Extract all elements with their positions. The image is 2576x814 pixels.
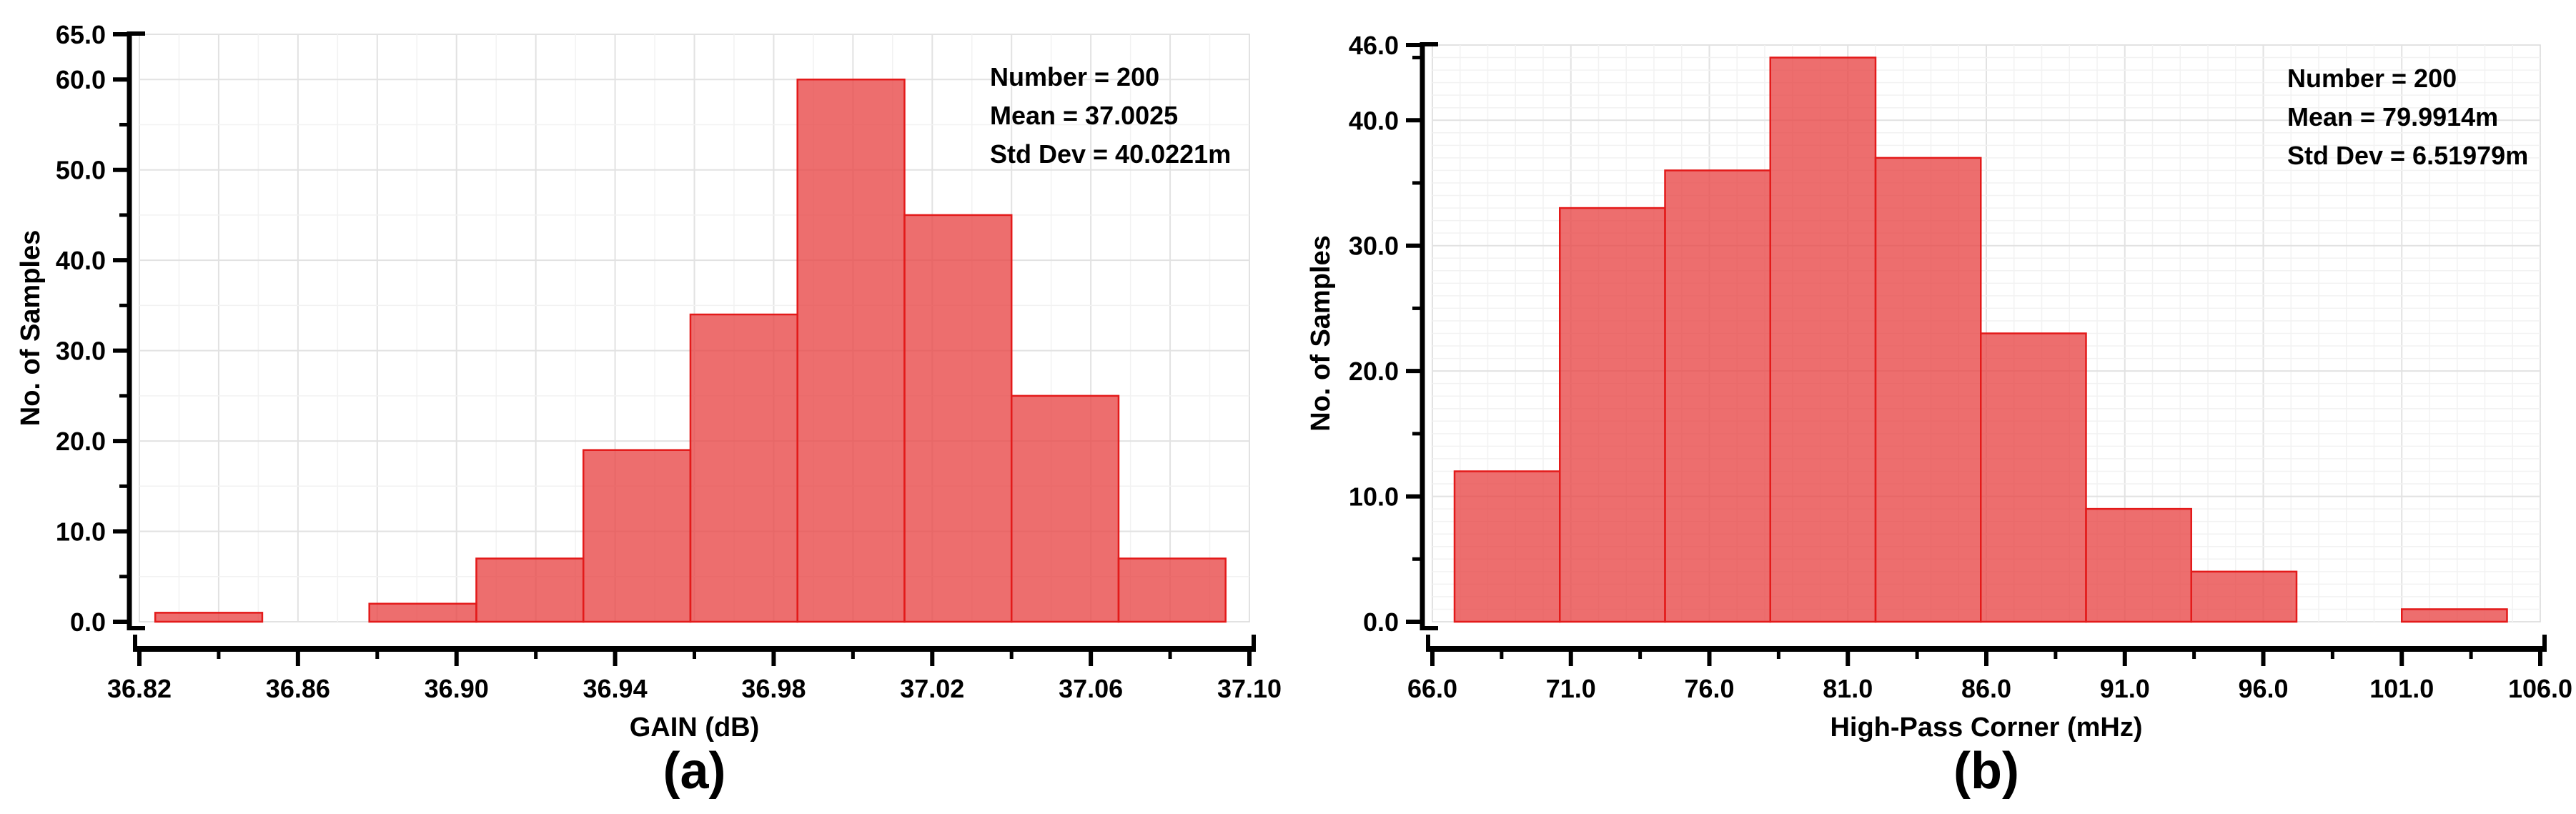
- y-tick-label: 60.0: [56, 65, 106, 94]
- x-tick-label: 37.10: [1217, 674, 1282, 703]
- x-tick-label: 76.0: [1684, 674, 1734, 703]
- y-tick-label: 50.0: [56, 156, 106, 185]
- stats-annotation-line: Mean = 37.0025: [990, 101, 1178, 130]
- x-tick-label: 106.0: [2508, 674, 2572, 703]
- histogram-bar: [154, 612, 264, 623]
- y-tick-label: 30.0: [56, 337, 106, 366]
- x-tick-label: 36.86: [266, 674, 330, 703]
- histogram-bar: [582, 449, 692, 623]
- stats-annotation-line: Number = 200: [990, 62, 1159, 91]
- histogram-bar: [1010, 394, 1120, 623]
- histogram-bars: [1453, 56, 2508, 623]
- histogram-bar: [796, 78, 906, 623]
- x-axis-title: GAIN (dB): [630, 713, 760, 743]
- x-tick-label: 71.0: [1546, 674, 1596, 703]
- axes: [1406, 42, 2547, 666]
- y-axis-title: No. of Samples: [1306, 235, 1336, 432]
- y-tick-label: 0.0: [1363, 607, 1399, 637]
- gain-histogram-chart: 0.0 10.0 20.0 30.0 40.0 50.0 60.0 65.0 36.82 36.8…: [16, 20, 1282, 800]
- histogram-bar: [2085, 507, 2192, 623]
- labels: 0.0 10.0 20.0 30.0 40.0 50.0 60.0 65.0 36.82 36.8…: [16, 20, 1282, 800]
- histogram-bar: [2190, 570, 2298, 623]
- y-tick-label: 20.0: [1349, 357, 1399, 386]
- x-tick-label: 81.0: [1823, 674, 1873, 703]
- labels: 0.0 10.0 20.0 30.0 40.0 46.0 66.0 71.0 76.0 81.0 8…: [1306, 31, 2572, 800]
- stats-annotation-line: Number = 200: [2287, 64, 2457, 93]
- x-tick-label: 37.02: [900, 674, 964, 703]
- histogram-bar: [2401, 608, 2508, 623]
- panel-a: 0.0 10.0 20.0 30.0 40.0 50.0 60.0 65.0 36.82 36.8…: [16, 20, 1282, 800]
- y-axis-title: No. of Samples: [16, 230, 46, 427]
- y-tick-label: 10.0: [1349, 482, 1399, 512]
- axes: [113, 31, 1256, 666]
- y-tick-label: 0.0: [70, 607, 106, 637]
- stats-annotation-line: Std Dev = 6.51979m: [2287, 141, 2528, 170]
- histogram-bar: [475, 557, 585, 623]
- histogram-bars: [154, 78, 1227, 623]
- x-tick-label: 37.06: [1059, 674, 1123, 703]
- y-tick-label: 30.0: [1349, 232, 1399, 261]
- x-tick-label: 36.82: [107, 674, 172, 703]
- histogram-bar: [1874, 157, 1982, 623]
- histogram-bar: [903, 214, 1013, 623]
- y-tick-label: 10.0: [56, 517, 106, 547]
- x-tick-label: 91.0: [2100, 674, 2150, 703]
- panel-b: 0.0 10.0 20.0 30.0 40.0 46.0 66.0 71.0 76.0 81.0 8…: [1288, 0, 2576, 814]
- x-tick-label: 101.0: [2369, 674, 2434, 703]
- histogram-bar: [1559, 207, 1666, 623]
- y-tick-label: 65.0: [56, 20, 106, 49]
- histogram-bar: [1117, 557, 1227, 623]
- histogram-bar: [368, 602, 477, 623]
- histogram-bar: [1664, 169, 1771, 623]
- histogram-bar: [1769, 56, 1877, 623]
- x-tick-label: 36.94: [583, 674, 648, 703]
- y-tick-label: 40.0: [56, 246, 106, 275]
- high-pass-corner-histogram-chart: 0.0 10.0 20.0 30.0 40.0 46.0 66.0 71.0 76.0 81.0 8…: [1306, 31, 2572, 800]
- y-tick-label: 46.0: [1349, 31, 1399, 60]
- histogram-bar: [1980, 332, 2087, 623]
- histogram-bar: [689, 313, 798, 623]
- stats-annotation-line: Mean = 79.9914m: [2287, 102, 2498, 131]
- x-tick-label: 96.0: [2238, 674, 2288, 703]
- x-tick-label: 36.98: [741, 674, 806, 703]
- x-tick-label: 36.90: [425, 674, 489, 703]
- panel-label: (a): [663, 743, 726, 800]
- stats-annotation-line: Std Dev = 40.0221m: [990, 139, 1231, 169]
- panel-label: (b): [1953, 743, 2019, 800]
- x-tick-label: 86.0: [1961, 674, 2011, 703]
- y-tick-label: 20.0: [56, 427, 106, 456]
- x-axis-title: High-Pass Corner (mHz): [1830, 713, 2142, 743]
- y-tick-label: 40.0: [1349, 106, 1399, 135]
- x-tick-label: 66.0: [1407, 674, 1457, 703]
- histogram-bar: [1453, 470, 1561, 623]
